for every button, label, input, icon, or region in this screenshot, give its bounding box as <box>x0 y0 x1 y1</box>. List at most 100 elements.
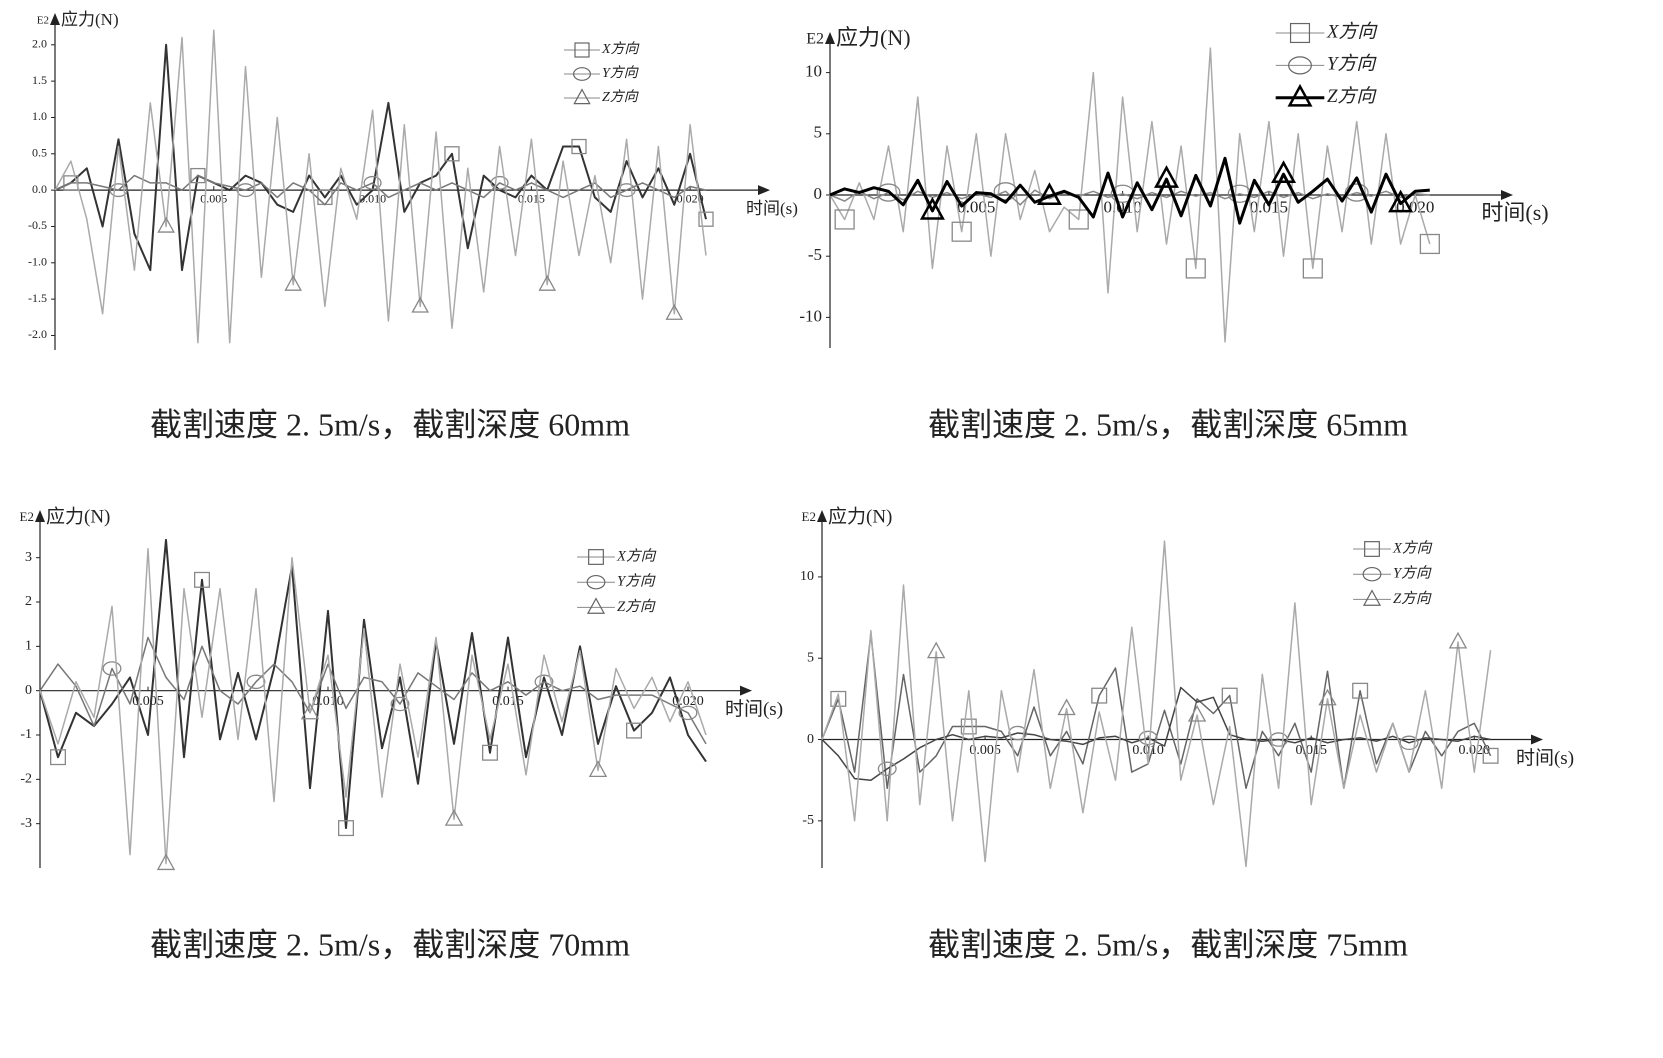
series-line <box>821 540 1492 868</box>
y-tick-label: -5 <box>808 245 822 264</box>
y-tick-label: -1.5 <box>28 291 47 305</box>
marker-triangle <box>284 274 302 291</box>
y-tick-label: -2.0 <box>28 327 47 341</box>
y-tick-label: 2.0 <box>32 37 47 51</box>
x-axis-label: 时间(s) <box>1481 200 1548 225</box>
series-line <box>821 686 1491 781</box>
y-tick-label: -1.0 <box>28 255 47 269</box>
x-axis-label: 时间(s) <box>725 698 783 720</box>
y-tick-label: 0.5 <box>32 146 47 160</box>
y-tick-label: 1 <box>25 639 32 654</box>
marker-square <box>834 209 855 230</box>
marker-circle <box>102 661 122 676</box>
y-tick-label: 0 <box>25 683 32 698</box>
marker-triangle <box>926 641 946 659</box>
marker-circle <box>1138 730 1158 746</box>
marker-triangle <box>573 88 591 105</box>
y-tick-label: 10 <box>805 62 822 81</box>
marker-square <box>1302 258 1323 279</box>
marker-triangle <box>1187 704 1207 722</box>
x-tick-label: 0.015 <box>1295 743 1327 758</box>
x-tick-label: 0.005 <box>957 198 995 217</box>
y-tick-label: 3 <box>25 550 32 565</box>
marker-circle <box>1399 735 1419 751</box>
legend-label: X方向 <box>1392 539 1433 556</box>
y-tick-label: 10 <box>800 569 814 584</box>
marker-circle <box>246 674 266 690</box>
legend-label: Y方向 <box>1327 54 1377 75</box>
x-axis-arrow <box>1531 734 1543 745</box>
marker-circle <box>1008 725 1028 741</box>
marker-circle <box>109 183 128 198</box>
series-line <box>39 636 707 745</box>
marker-circle <box>1269 732 1289 747</box>
marker-triangle <box>1287 83 1313 107</box>
marker-triangle <box>586 597 606 614</box>
marker-square <box>190 167 206 184</box>
y-axis-arrow <box>50 13 60 25</box>
y-tick-label: 5 <box>814 123 823 142</box>
legend-label: X方向 <box>601 41 641 57</box>
x-axis-arrow <box>1501 190 1513 200</box>
y-tick-label: 0.0 <box>32 182 47 196</box>
legend-label: X方向 <box>616 547 657 564</box>
series-line <box>54 43 707 272</box>
x-tick-label: 0.020 <box>1396 198 1434 217</box>
marker-triangle <box>156 853 176 871</box>
series-line <box>39 548 707 865</box>
legend-label: Y方向 <box>602 65 640 81</box>
marker-triangle <box>1153 165 1180 188</box>
y-axis-arrow <box>35 510 45 522</box>
marker-circle <box>236 183 255 198</box>
marker-triangle <box>665 303 684 320</box>
marker-square <box>830 690 847 707</box>
caption: 截割速度 2. 5m/s，截割深度 60mm <box>150 406 630 442</box>
marker-square <box>626 722 643 739</box>
marker-square <box>1419 233 1440 255</box>
y-tick-label: 5 <box>807 650 814 665</box>
marker-square <box>960 718 977 735</box>
legend-label: Z方向 <box>602 89 640 105</box>
series-line <box>39 538 707 830</box>
marker-triangle <box>411 296 430 313</box>
marker-square <box>1364 541 1380 557</box>
x-tick-label: 0.005 <box>200 191 227 205</box>
marker-triangle <box>1271 160 1297 184</box>
x-tick-label: 0.010 <box>1103 198 1141 217</box>
y-axis-arrow <box>817 510 827 522</box>
legend-label: Z方向 <box>1393 590 1432 607</box>
marker-square <box>574 42 590 58</box>
marker-square <box>1352 682 1369 699</box>
legend-label: Z方向 <box>1327 86 1377 107</box>
marker-triangle <box>1036 182 1062 206</box>
series-line <box>54 174 707 206</box>
scale-label: E2 <box>20 509 34 524</box>
marker-square <box>337 820 354 837</box>
marker-circle <box>363 175 382 190</box>
marker-triangle <box>1057 698 1076 716</box>
marker-triangle <box>919 196 945 220</box>
marker-square <box>571 138 587 155</box>
y-axis-label: 应力(N) <box>836 25 911 50</box>
marker-square <box>1091 687 1108 704</box>
marker-triangle <box>444 809 464 826</box>
caption: 截割速度 2. 5m/s，截割深度 70mm <box>150 926 630 962</box>
caption: 截割速度 2. 5m/s，截割深度 65mm <box>928 406 1408 442</box>
x-tick-label: 0.010 <box>312 694 344 709</box>
marker-circle <box>1344 183 1369 202</box>
marker-square <box>444 146 460 162</box>
y-tick-label: 1.0 <box>32 109 47 123</box>
y-axis-label: 应力(N) <box>61 10 119 29</box>
marker-triangle <box>588 760 608 778</box>
y-tick-label: 0 <box>807 732 814 747</box>
scale-label: E2 <box>802 509 816 524</box>
marker-circle <box>1288 56 1312 75</box>
marker-circle <box>1362 566 1382 582</box>
marker-square <box>1185 258 1206 279</box>
marker-triangle <box>157 216 175 233</box>
marker-square <box>50 749 67 766</box>
y-tick-label: -10 <box>799 306 822 325</box>
x-tick-label: 0.020 <box>1459 743 1491 758</box>
marker-square <box>951 221 972 242</box>
